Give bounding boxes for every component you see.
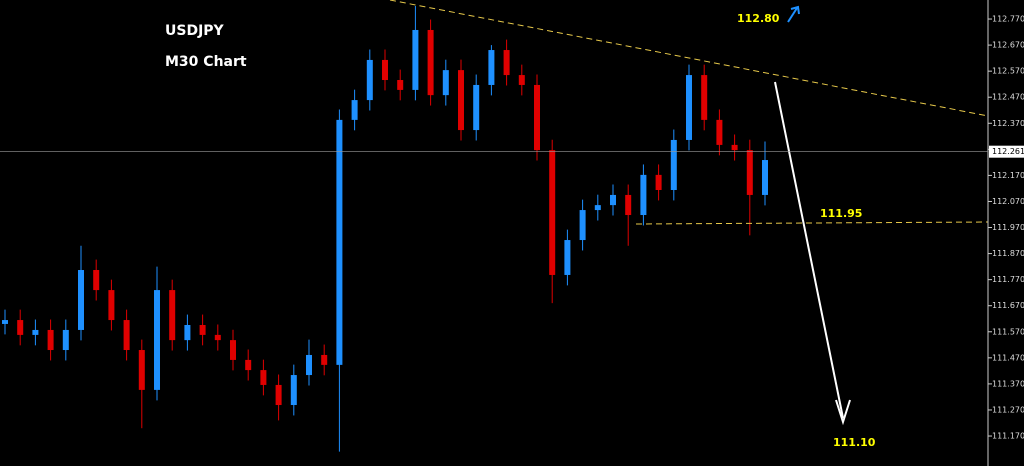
candle-body — [625, 194, 632, 216]
candle-body — [564, 240, 571, 275]
y-axis: 112.770 112.670 112.570 112.470 112.370 112.2… — [988, 15, 1024, 441]
support-line — [635, 221, 989, 225]
candle-body — [290, 375, 297, 406]
candle-body — [366, 59, 373, 101]
candle-body — [321, 354, 328, 365]
forecast-arrow — [774, 81, 844, 419]
candle-body — [184, 325, 191, 341]
candle-body — [442, 70, 449, 96]
chart-subtitle: M30 Chart — [165, 54, 247, 70]
y-tick-label: 111.670 — [992, 301, 1024, 310]
candle-body — [640, 174, 647, 216]
candle-body — [108, 290, 115, 321]
up-arrow-head — [790, 5, 800, 15]
candle-body — [610, 194, 616, 206]
y-tick-label: 111.870 — [992, 249, 1024, 258]
candle-body — [169, 290, 176, 341]
candle-body — [518, 75, 525, 85]
y-tick-label: 111.970 — [992, 223, 1024, 232]
y-tick-label: 112.670 — [992, 41, 1024, 50]
candle-body — [503, 50, 510, 76]
candle-body — [382, 59, 388, 81]
y-tick-label: 111.370 — [992, 379, 1024, 388]
candle-body — [579, 210, 586, 241]
candle-body — [138, 350, 145, 390]
candle-body — [473, 84, 480, 131]
annotation: 111.10 — [833, 436, 876, 449]
y-tick-label: 112.370 — [992, 119, 1024, 128]
annotation: 111.95 — [820, 207, 862, 220]
candle-body — [62, 329, 69, 351]
candle-body — [427, 29, 434, 96]
y-tick-label: 112.570 — [992, 67, 1024, 76]
candle-body — [154, 290, 160, 390]
candle-body — [2, 320, 8, 324]
candle-body — [336, 119, 343, 365]
price-label-box — [989, 145, 1024, 158]
y-tick-label: 111.170 — [992, 432, 1024, 441]
candle-body — [670, 139, 677, 190]
candle-body — [549, 150, 556, 275]
candle-body — [306, 354, 312, 376]
candle-body — [731, 144, 738, 151]
candle-body — [762, 160, 768, 195]
candle-body — [17, 320, 24, 335]
y-tick-label: 112.070 — [992, 197, 1024, 206]
y-tick-label: 112.470 — [992, 93, 1024, 102]
candle-body — [260, 370, 267, 385]
candle-body — [245, 359, 252, 371]
y-tick-label: 111.270 — [992, 405, 1024, 414]
y-tick-label: 111.470 — [992, 353, 1024, 362]
candle-body — [78, 270, 84, 330]
candle-body — [123, 320, 130, 351]
candle-body — [351, 100, 358, 120]
candle-body — [214, 334, 221, 341]
candle-body — [275, 384, 282, 406]
y-tick-label: 112.170 — [992, 171, 1024, 180]
candle-body — [458, 70, 464, 131]
candle-body — [230, 340, 236, 360]
y-tick-label: 111.570 — [992, 327, 1024, 336]
y-tick-label: 111.770 — [992, 275, 1024, 284]
candle-body — [716, 119, 723, 145]
candle-body — [534, 84, 540, 151]
price-label: 112.261 — [992, 147, 1024, 156]
candles — [2, 5, 768, 452]
candle-body — [47, 329, 54, 351]
resistance-line — [389, 0, 989, 117]
candle-body — [412, 29, 419, 90]
annotation: 112.80 — [737, 12, 780, 25]
candle-body — [397, 80, 404, 90]
forecast-arrow-head — [835, 399, 851, 426]
candle-body — [746, 150, 753, 195]
candle-body — [32, 329, 39, 335]
candle-body — [488, 50, 495, 85]
chart-title: USDJPY — [165, 23, 225, 39]
candle-body — [686, 75, 692, 140]
up-arrow — [787, 7, 798, 23]
candle-body — [93, 270, 100, 291]
y-tick-label: 112.770 — [992, 15, 1024, 24]
candle-body — [199, 325, 206, 335]
candle-body — [701, 75, 708, 120]
candle-body — [594, 205, 601, 211]
candle-body — [655, 174, 662, 190]
